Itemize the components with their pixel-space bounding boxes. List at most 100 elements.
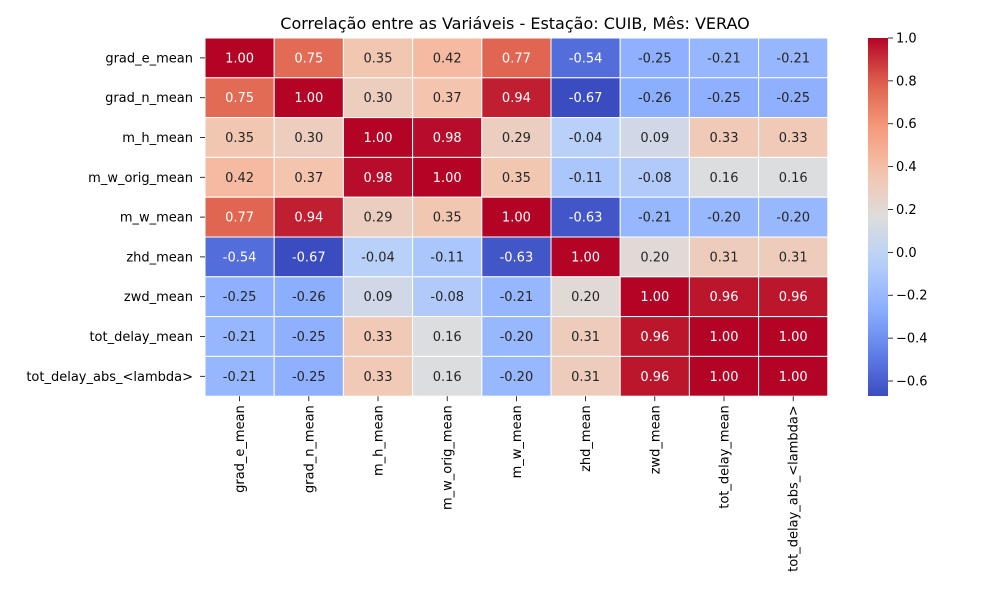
cell-value-label: 0.96: [640, 370, 669, 385]
cell-value-label: 1.00: [294, 91, 323, 106]
cell-value-label: -0.26: [292, 290, 326, 305]
colorbar-gradient: [868, 38, 888, 396]
heatmap-cell: [550, 316, 621, 357]
heatmap-cell: [204, 37, 275, 79]
colorbar-tick-label: −0.2: [896, 289, 928, 304]
column-tick-label: grad_e_mean: [233, 405, 248, 493]
colorbar: 1.0 0.8 0.6 0.4 0.2 0.0 −0.2 −0.4 −0.6: [868, 32, 928, 396]
cell-value-label: 0.98: [433, 131, 462, 146]
cell-value-label: 1.00: [640, 290, 669, 305]
cell-value-label: 0.94: [294, 211, 323, 226]
heatmap-cell: [481, 236, 552, 278]
cell-value-label: -0.54: [223, 250, 257, 265]
cell-value-label: -0.21: [776, 51, 810, 66]
heatmap-cell: [204, 196, 275, 238]
colorbar-tick-label: 0.2: [896, 203, 917, 218]
cell-value-label: 0.77: [225, 211, 254, 226]
cell-value-label: -0.20: [707, 211, 741, 226]
colorbar-tick-label: 0.8: [896, 74, 917, 89]
cell-value-label: -0.67: [569, 91, 603, 106]
cell-value-label: -0.21: [638, 211, 672, 226]
heatmap-cell: [412, 236, 483, 278]
cell-value-label: 0.16: [710, 171, 739, 186]
cell-value-label: 0.35: [364, 51, 393, 66]
row-tick-label: grad_e_mean: [105, 51, 193, 66]
heatmap-cell: [481, 117, 552, 158]
cell-value-label: 0.37: [433, 91, 462, 106]
heatmap-cell: [688, 37, 760, 79]
heatmap-cell: [481, 77, 552, 119]
heatmap-cell: [758, 236, 829, 278]
cell-value-label: 0.94: [502, 91, 531, 106]
cell-value-label: 0.42: [433, 51, 462, 66]
row-tick-label: m_w_mean: [120, 211, 193, 226]
heatmap-cell: [342, 117, 414, 158]
heatmap-cell: [550, 236, 621, 278]
heatmap-cell: [619, 316, 690, 357]
cell-value-label: 0.29: [364, 211, 393, 226]
heatmap-cell: [204, 117, 275, 158]
cell-value-label: -0.21: [223, 370, 257, 385]
colorbar-tick-label: −0.6: [896, 374, 928, 389]
heatmap-cell: [412, 316, 483, 357]
row-tick-label: tot_delay_abs_<lambda>: [26, 370, 193, 385]
cell-value-label: 1.00: [710, 370, 739, 385]
cell-value-label: 0.96: [779, 290, 808, 305]
column-tick-label: zhd_mean: [579, 405, 594, 472]
heatmap-cell: [204, 236, 275, 278]
cell-value-label: 1.00: [364, 131, 393, 146]
row-tick-label: zhd_mean: [126, 250, 193, 265]
cell-value-label: 0.33: [779, 131, 808, 146]
colorbar-tick-label: 0.6: [896, 117, 917, 132]
heatmap-cell: [758, 316, 829, 357]
colorbar-tick-label: 0.4: [896, 160, 917, 175]
cell-value-label: 0.16: [779, 171, 808, 186]
heatmap-cell: [273, 117, 344, 158]
cell-value-label: 0.30: [364, 91, 393, 106]
cell-value-label: 0.35: [225, 131, 254, 146]
cell-value-label: 0.20: [571, 290, 600, 305]
cell-value-label: -0.21: [500, 290, 534, 305]
heatmap-cell: [550, 37, 621, 79]
cell-value-label: -0.21: [223, 330, 257, 345]
cell-value-label: 0.42: [225, 171, 254, 186]
cell-value-label: -0.08: [430, 290, 464, 305]
column-tick-label: m_w_orig_mean: [441, 405, 456, 510]
heatmap-cell: [412, 355, 483, 397]
cell-value-label: -0.11: [569, 171, 603, 186]
cell-value-label: 0.30: [294, 131, 323, 146]
heatmap-cell: [619, 77, 690, 119]
column-tick-label: tot_delay_abs_<lambda>: [787, 405, 802, 572]
heatmap-cell: [342, 236, 414, 278]
row-tick-label: m_h_mean: [122, 131, 193, 146]
heatmap-cell: [481, 316, 552, 357]
column-tick-label: tot_delay_mean: [718, 405, 733, 509]
colorbar-tick-label: 0.0: [896, 246, 917, 261]
cell-value-label: 0.16: [433, 330, 462, 345]
cell-value-label: -0.67: [292, 250, 326, 265]
heatmap-cell: [619, 196, 690, 238]
cell-value-label: 0.35: [502, 171, 531, 186]
cell-value-label: 1.00: [779, 370, 808, 385]
cell-value-label: -0.26: [638, 91, 672, 106]
cell-value-label: -0.25: [776, 91, 810, 106]
cell-value-label: 0.33: [364, 370, 393, 385]
cell-value-label: 0.31: [779, 250, 808, 265]
heatmap-cell: [204, 276, 275, 318]
cell-value-label: 0.35: [433, 211, 462, 226]
cell-value-label: 0.31: [571, 370, 600, 385]
heatmap-cell: [273, 37, 344, 79]
cell-value-label: -0.25: [223, 290, 257, 305]
cell-value-label: 1.00: [710, 330, 739, 345]
heatmap-cell: [688, 77, 760, 119]
column-tick-label: zwd_mean: [648, 405, 663, 474]
column-tick-label: grad_n_mean: [302, 405, 317, 493]
cell-value-label: 0.96: [640, 330, 669, 345]
cell-value-label: -0.21: [707, 51, 741, 66]
cell-value-label: -0.11: [430, 250, 464, 265]
column-tick-label: m_w_mean: [510, 405, 525, 478]
heatmap-cell: [342, 196, 414, 238]
row-tick-labels: grad_e_mean grad_n_mean m_h_mean m_w_orig_m…: [26, 51, 205, 385]
cell-value-label: -0.25: [292, 330, 326, 345]
cell-value-label: 0.98: [364, 171, 393, 186]
